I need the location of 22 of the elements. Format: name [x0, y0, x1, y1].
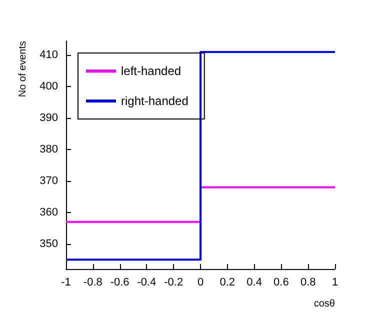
legend-label: right-handed: [121, 94, 188, 108]
x-tick-label: -0.4: [137, 276, 156, 288]
y-axis-title: No of events: [18, 41, 28, 98]
x-tick-label: 1: [332, 276, 338, 288]
x-tick-label: -1: [61, 276, 71, 288]
y-tick-label: 360: [40, 206, 58, 218]
y-tick-label: 370: [40, 174, 58, 187]
y-tick-label: 390: [40, 112, 58, 124]
x-tick-label: -0.2: [164, 276, 184, 288]
x-tick-label: 0.2: [220, 276, 236, 288]
x-tick-label: 0.4: [246, 276, 262, 288]
x-tick-label: 0.8: [300, 276, 316, 288]
y-tick-label: 410: [40, 49, 58, 62]
x-tick-label: 0.6: [274, 276, 289, 288]
x-tick-label: -0.8: [83, 276, 102, 288]
x-axis-title: cosθ: [314, 298, 336, 310]
x-tick-label: -0.6: [110, 276, 130, 288]
x-tick-label: 0: [197, 276, 204, 288]
y-tick-label: 380: [40, 143, 58, 156]
y-tick-label: 400: [40, 80, 58, 93]
legend-label: left-handed: [121, 64, 182, 78]
y-tick-label: 350: [40, 238, 58, 250]
